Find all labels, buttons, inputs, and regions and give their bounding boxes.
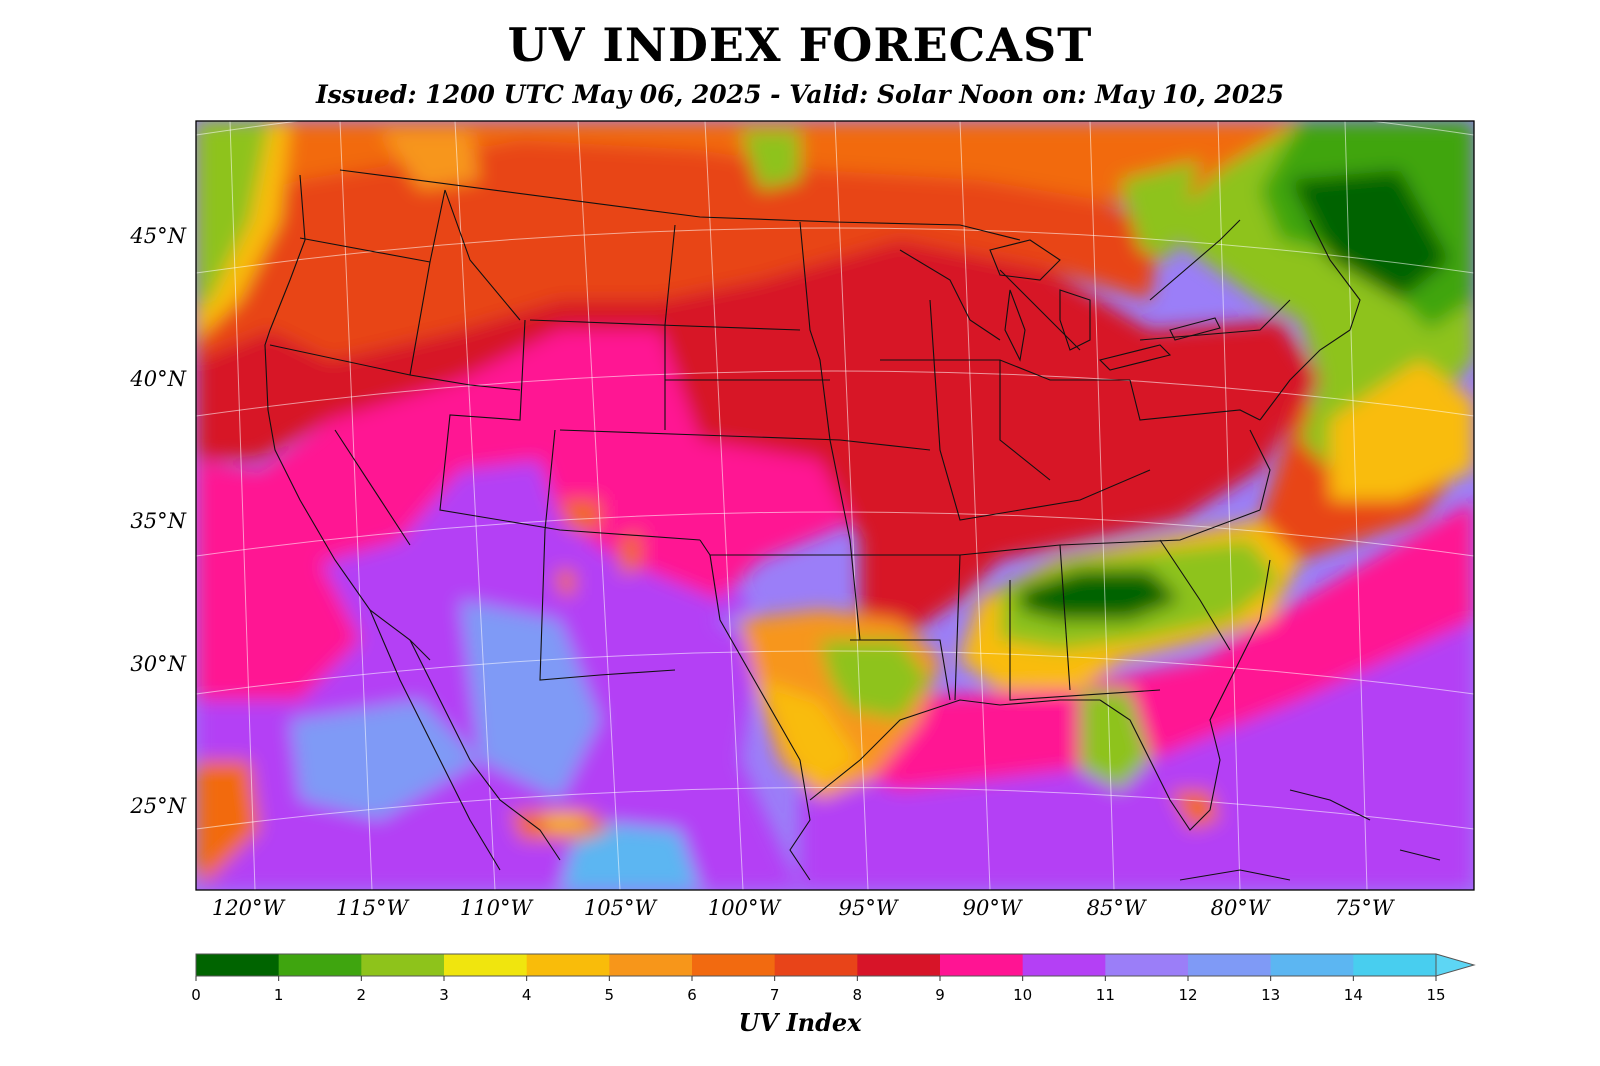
colorbar-tick-label: 4 (521, 986, 532, 1004)
colorbar-swatch (1270, 954, 1354, 976)
colorbar-tick-label: 11 (1095, 986, 1115, 1004)
colorbar-swatch (526, 954, 610, 976)
colorbar-swatch (1105, 954, 1189, 976)
colorbar-tick-label: 12 (1178, 986, 1198, 1004)
colorbar-tick-label: 1 (273, 986, 284, 1004)
colorbar-tick-label: 10 (1013, 986, 1033, 1004)
lon-label: 95°W (838, 896, 898, 920)
colorbar-swatch (1022, 954, 1106, 976)
map-subtitle: Issued: 1200 UTC May 06, 2025 - Valid: S… (315, 80, 1285, 109)
colorbar-tick-label: 8 (852, 986, 863, 1004)
colorbar-label: UV Index (738, 1008, 862, 1037)
colorbar-tick-label: 3 (439, 986, 449, 1004)
lon-label: 115°W (335, 896, 409, 920)
map-border (195, 120, 1475, 891)
lon-label: 85°W (1086, 896, 1146, 920)
lat-label: 45°N (130, 224, 186, 248)
colorbar-tick-label: 5 (604, 986, 615, 1004)
colorbar-swatch (361, 954, 445, 976)
colorbar-tick-label: 9 (935, 986, 945, 1004)
colorbar-swatch (1353, 954, 1437, 976)
colorbar-swatch (196, 954, 280, 976)
colorbar-swatch (692, 954, 776, 976)
colorbar-swatch (444, 954, 528, 976)
colorbar-tick-label: 13 (1261, 986, 1281, 1004)
colorbar-tick-label: 7 (769, 986, 780, 1004)
lon-label: 75°W (1334, 896, 1394, 920)
graticule (196, 121, 1474, 890)
lon-label: 90°W (962, 896, 1022, 920)
map-title: UV INDEX FORECAST (507, 18, 1093, 72)
colorbar-swatch (774, 954, 858, 976)
lon-label: 100°W (707, 896, 781, 920)
lon-label: 110°W (459, 896, 533, 920)
lat-label: 35°N (130, 509, 186, 533)
lat-label: 25°N (130, 794, 186, 818)
colorbar-swatch (1188, 954, 1272, 976)
lon-label: 80°W (1210, 896, 1270, 920)
lon-label: 120°W (211, 896, 285, 920)
colorbar-border (195, 953, 1437, 977)
uv-index-field (196, 121, 1474, 890)
lat-label: 40°N (130, 366, 186, 391)
state-boundaries (264, 169, 1441, 881)
colorbar-tick-label: 0 (191, 986, 201, 1004)
colorbar-tick-label: 2 (356, 986, 367, 1004)
colorbar-tick-label: 15 (1426, 986, 1446, 1004)
colorbar-swatch (857, 954, 941, 976)
lat-label: 30°N (130, 651, 186, 676)
lon-label: 105°W (583, 896, 657, 920)
colorbar-extend-arrow (1435, 953, 1476, 977)
colorbar-tick-label: 6 (687, 986, 697, 1004)
colorbar-swatch (609, 954, 693, 976)
colorbar-swatch (278, 954, 362, 976)
colorbar-swatch (940, 954, 1024, 976)
uv-colorbar (195, 953, 1476, 981)
colorbar-tick-label: 14 (1343, 986, 1363, 1004)
